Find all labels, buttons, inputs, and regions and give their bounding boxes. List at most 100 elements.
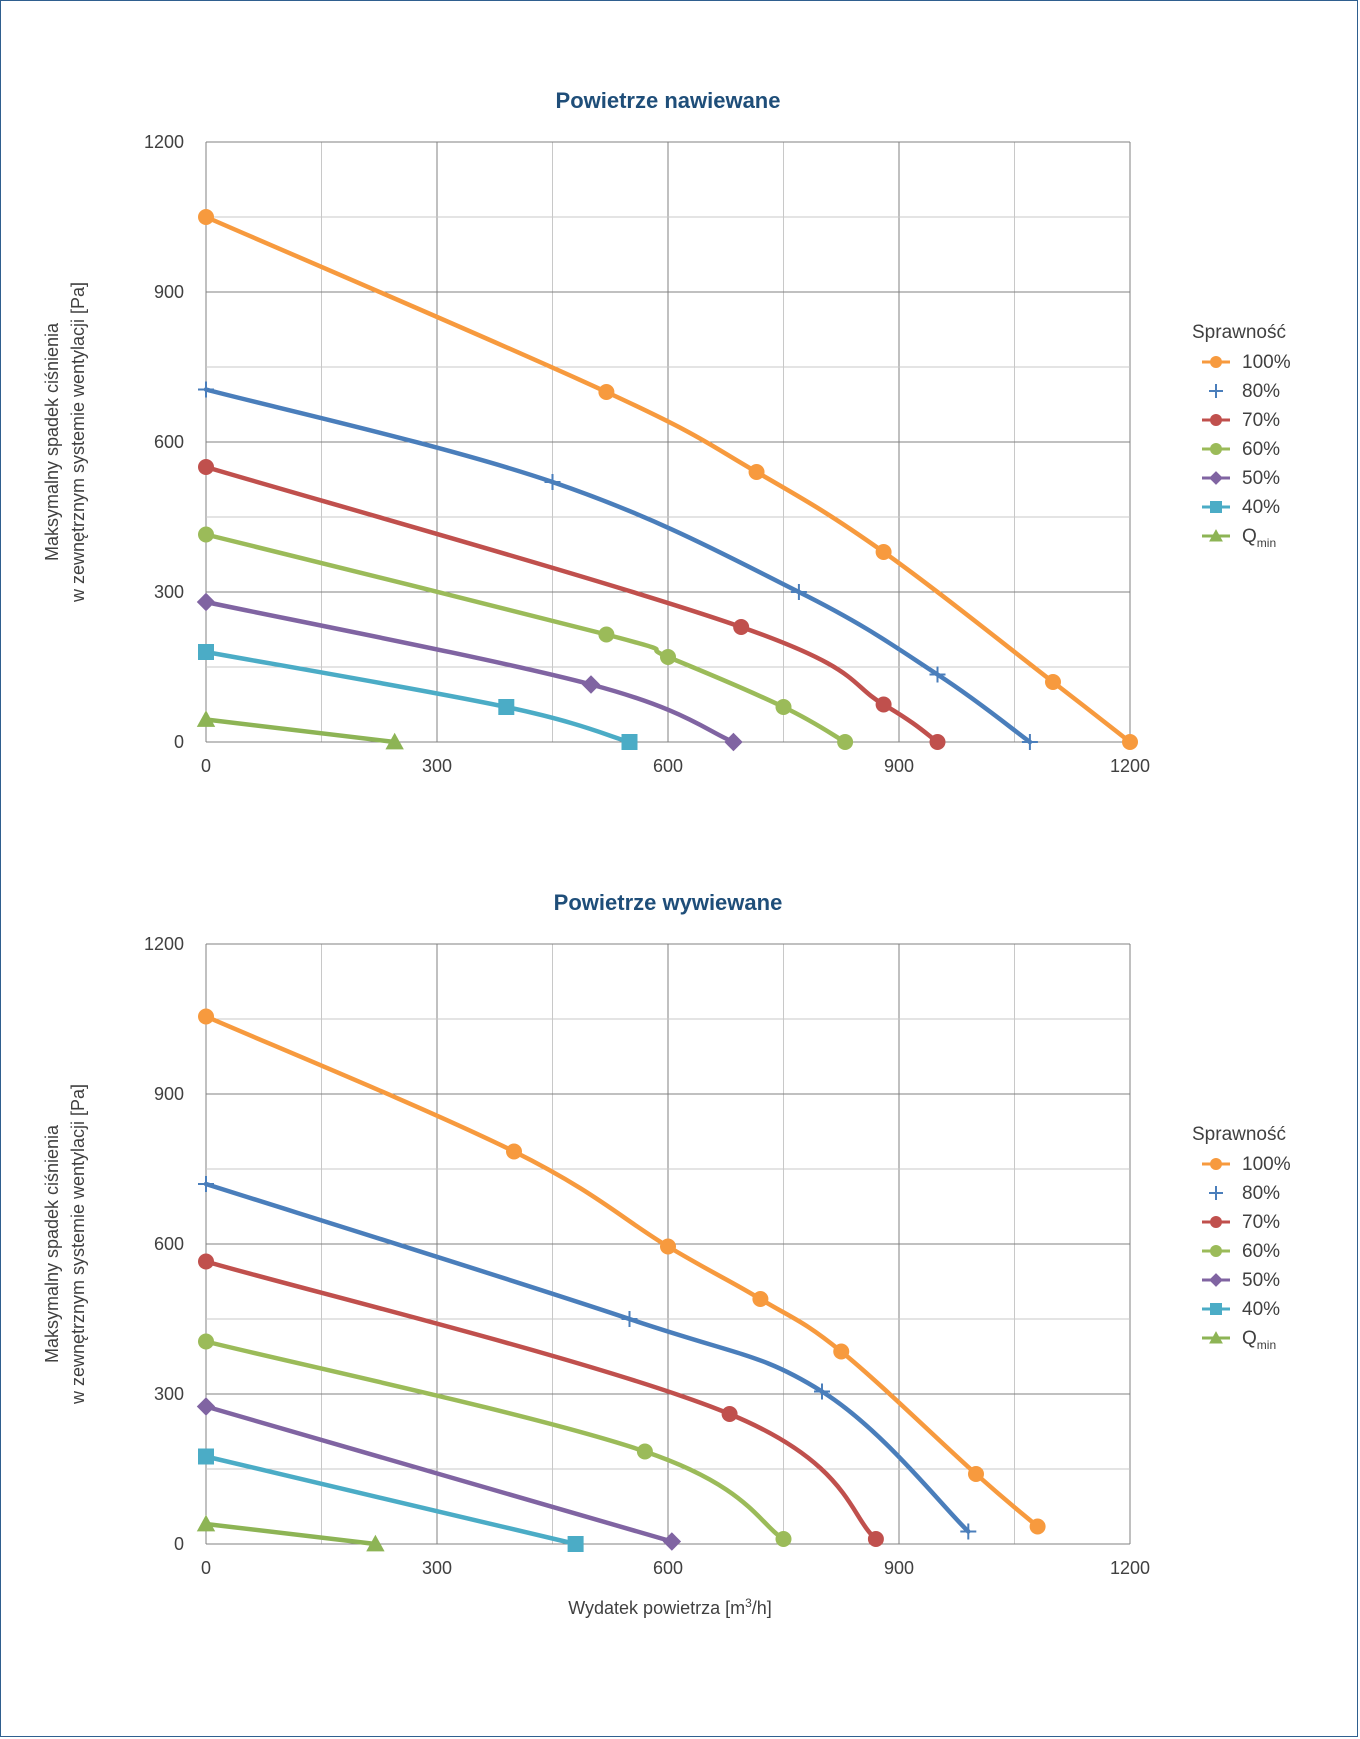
- data-point: [660, 649, 676, 665]
- data-point: [198, 1448, 214, 1465]
- legend-label-main: 70%: [1242, 1212, 1280, 1233]
- data-point: [814, 1383, 830, 1400]
- x-tick-label: 300: [422, 1558, 452, 1578]
- data-point: [1029, 1518, 1046, 1535]
- series-line: [203, 717, 397, 745]
- series-line: [203, 1259, 879, 1542]
- x-axis-label-main: Wydatek powietrza [m: [568, 1598, 746, 1618]
- legend-label: 60%: [1242, 1241, 1280, 1262]
- legend-item: 50%: [1202, 1270, 1280, 1291]
- series-line: [203, 1521, 378, 1547]
- x-tick-label: 300: [422, 756, 452, 776]
- series-50pct: [196, 1397, 682, 1551]
- x-tick-label: 0: [201, 1558, 211, 1578]
- y-tick-label: 300: [154, 582, 184, 602]
- series-line: [203, 1339, 786, 1542]
- y-tick-label: 600: [154, 1234, 184, 1254]
- legend-label: 50%: [1242, 1270, 1280, 1291]
- x-tick-label: 0: [201, 756, 211, 776]
- series-70pct: [198, 459, 946, 750]
- series-group: [196, 1008, 1046, 1552]
- x-tick-label: 1200: [1110, 756, 1150, 776]
- data-point: [837, 734, 854, 750]
- legend-item: 50%: [1202, 468, 1280, 489]
- data-point: [1122, 734, 1138, 750]
- chart-title: Powietrze wywiewane: [554, 890, 783, 915]
- data-point: [790, 584, 807, 600]
- series-line: [203, 649, 632, 745]
- series-line: [203, 1454, 578, 1547]
- data-point: [968, 1466, 984, 1482]
- legend-title: Sprawność: [1192, 322, 1286, 343]
- legend-label: Qmin: [1242, 1328, 1276, 1352]
- legend-item: 80%: [1209, 1183, 1280, 1204]
- x-tick-label: 900: [884, 1558, 914, 1578]
- legend-marker: [1210, 443, 1222, 455]
- chart-powietrze-wywiewane: Powietrze wywiewane 0 300 600 900 1200 0 300 600…: [42, 890, 1291, 1578]
- data-point: [567, 1536, 584, 1552]
- data-point: [198, 381, 214, 398]
- y-axis-label-line1: Maksymalny spadek ciśnienia: [42, 1124, 62, 1363]
- y-axis-label-line2: w zewnętrznym systemie wentylacji [Pa]: [68, 1084, 88, 1405]
- legend-item: 80%: [1209, 381, 1280, 402]
- x-tick-label: 600: [653, 1558, 683, 1578]
- data-point: [498, 699, 515, 715]
- legend-marker: [1210, 1303, 1222, 1315]
- series-40pct: [198, 1448, 584, 1552]
- data-point: [621, 1311, 638, 1327]
- legend-item: 40%: [1202, 1299, 1280, 1320]
- legend-marker: [1210, 356, 1222, 368]
- data-point: [960, 1523, 977, 1540]
- y-tick-label: 600: [154, 432, 184, 452]
- legend-label: 40%: [1242, 497, 1280, 518]
- data-point: [581, 675, 601, 694]
- y-axis-label-line2: w zewnętrznym systemie wentylacji [Pa]: [68, 282, 88, 603]
- data-point: [198, 1253, 214, 1270]
- series-line: [203, 387, 1033, 745]
- data-point: [198, 1008, 214, 1025]
- legend-label-main: 40%: [1242, 1299, 1280, 1320]
- data-point: [721, 1406, 738, 1422]
- legend-label: 80%: [1242, 1183, 1280, 1204]
- chart-powietrze-nawiewane: Powietrze nawiewane 0 300 600 900 1200 0 300 600…: [42, 88, 1291, 776]
- data-point: [198, 644, 214, 660]
- legend-item: 70%: [1202, 1212, 1280, 1233]
- legend-item: Qmin: [1202, 1328, 1276, 1352]
- series-line: [203, 599, 736, 745]
- legend-item: 100%: [1202, 1154, 1291, 1175]
- legend-label-main: 40%: [1242, 497, 1280, 518]
- legend-marker: [1209, 529, 1223, 542]
- data-point: [196, 710, 216, 727]
- legend-label-main: 80%: [1242, 381, 1280, 402]
- data-point: [506, 1143, 522, 1160]
- legend-label: 80%: [1242, 381, 1280, 402]
- x-axis-label: Wydatek powietrza [m3/h]: [0, 1596, 1340, 1619]
- legend: Sprawność 100% 80% 70% 60% 50% 40% Qmin: [1192, 322, 1291, 550]
- legend-marker: [1210, 1158, 1222, 1170]
- legend-marker: [1209, 471, 1223, 485]
- series-40pct: [198, 644, 638, 750]
- data-point: [621, 734, 638, 750]
- series-qmin: [196, 710, 404, 750]
- y-tick-label: 0: [174, 732, 184, 752]
- legend-label-main: 100%: [1242, 352, 1291, 373]
- series-line: [203, 1404, 675, 1544]
- legend-item: 100%: [1202, 352, 1291, 373]
- data-point: [775, 699, 792, 715]
- series-group: [196, 209, 1138, 752]
- legend-label-main: 50%: [1242, 1270, 1280, 1291]
- series-qmin: [196, 1514, 385, 1552]
- legend-label: 100%: [1242, 352, 1291, 373]
- legend-label-main: 70%: [1242, 410, 1280, 431]
- data-point: [929, 666, 946, 683]
- legend-label-main: Q: [1242, 526, 1257, 547]
- data-point: [196, 592, 216, 612]
- data-point: [598, 384, 615, 400]
- data-point: [929, 734, 946, 750]
- legend-label: 70%: [1242, 1212, 1280, 1233]
- data-point: [875, 544, 892, 560]
- data-point: [198, 526, 214, 543]
- legend-marker: [1209, 1186, 1223, 1200]
- legend-label-subscript: min: [1257, 536, 1276, 550]
